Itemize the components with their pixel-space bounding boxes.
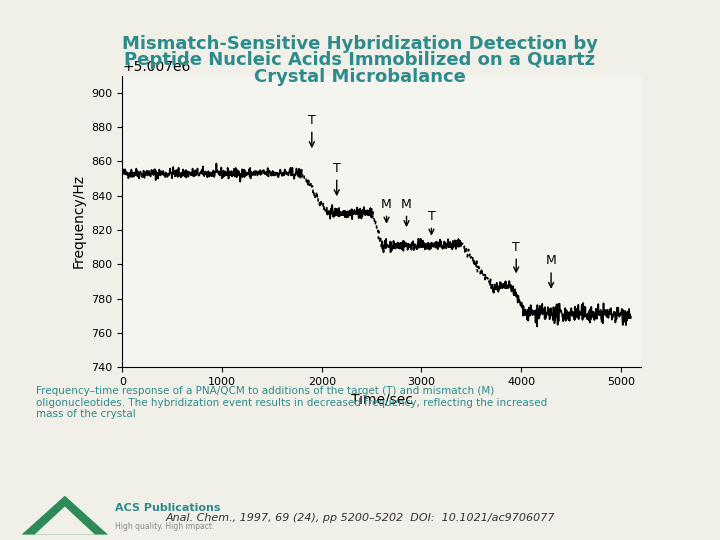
Text: High quality. High impact.: High quality. High impact. — [115, 522, 215, 531]
Text: T: T — [333, 161, 341, 195]
Text: T: T — [428, 210, 436, 234]
Text: T: T — [513, 240, 520, 272]
Text: Frequency–time response of a PNA/QCM to additions of the target (T) and mismatch: Frequency–time response of a PNA/QCM to … — [36, 386, 547, 419]
Text: ACS Publications: ACS Publications — [115, 503, 221, 512]
Text: M: M — [546, 254, 557, 287]
Text: Crystal Microbalance: Crystal Microbalance — [254, 68, 466, 85]
Text: M: M — [381, 198, 392, 222]
Text: Anal. Chem., 1997, 69 (24), pp 5200–5202  DOI:  10.1021/ac9706077: Anal. Chem., 1997, 69 (24), pp 5200–5202… — [166, 514, 554, 523]
Polygon shape — [22, 496, 108, 535]
Polygon shape — [35, 507, 95, 535]
Text: Peptide Nucleic Acids Immobilized on a Quartz: Peptide Nucleic Acids Immobilized on a Q… — [125, 51, 595, 69]
Text: T: T — [308, 113, 315, 147]
X-axis label: Time/sec: Time/sec — [351, 393, 413, 407]
Y-axis label: Frequency/Hz: Frequency/Hz — [72, 174, 86, 268]
Text: M: M — [401, 198, 412, 226]
Text: Mismatch-Sensitive Hybridization Detection by: Mismatch-Sensitive Hybridization Detecti… — [122, 35, 598, 53]
